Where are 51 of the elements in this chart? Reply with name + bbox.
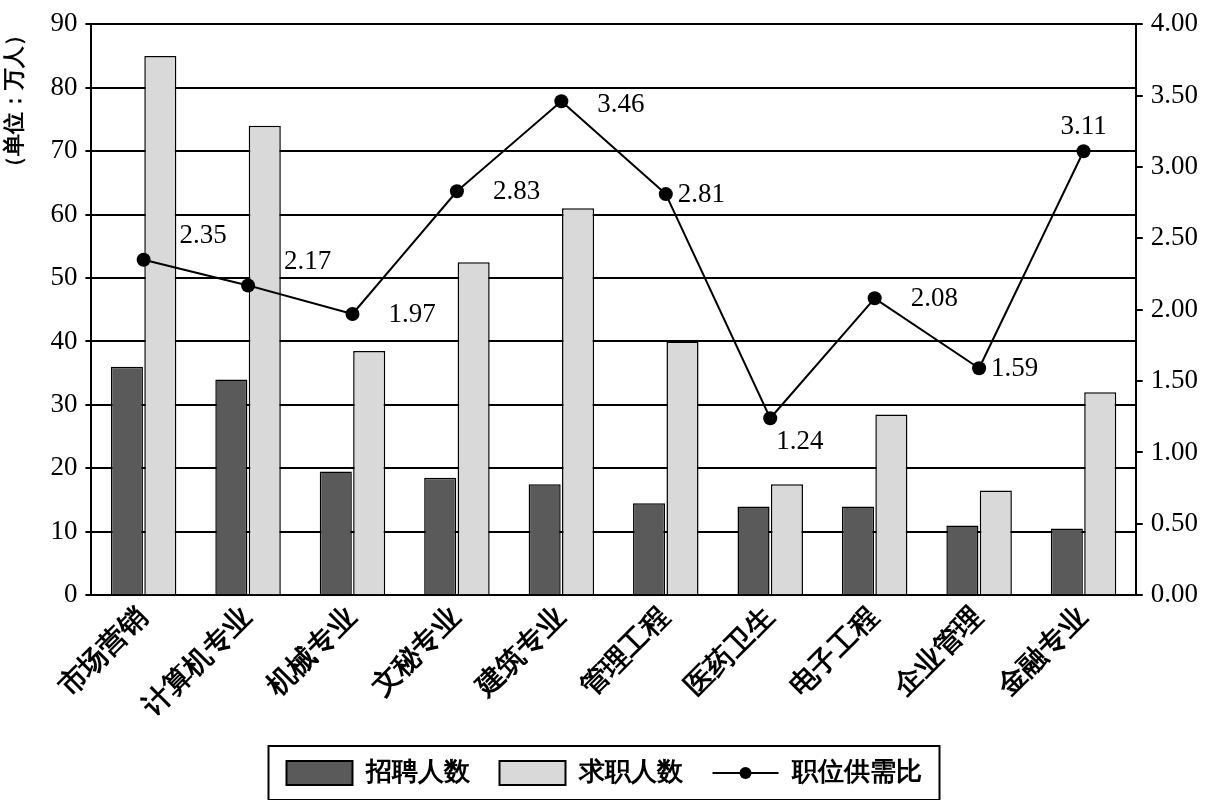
point: [449, 184, 464, 199]
y2-tick-label: 4.00: [1150, 7, 1198, 38]
data-label: 1.59: [991, 352, 1039, 383]
point: [345, 307, 360, 322]
y2-tick-label: 2.00: [1150, 292, 1198, 323]
y2-tick-label: 3.50: [1150, 78, 1198, 109]
legend-label: 招聘人数: [364, 755, 471, 786]
x-tick-label: 金融专业: [990, 599, 1094, 704]
data-label: 2.17: [284, 244, 332, 275]
point: [241, 278, 256, 293]
y2-tick-label: 2.50: [1150, 221, 1198, 252]
y2-tick-label: 0.00: [1150, 578, 1198, 609]
x-tick-label: 文秘专业: [364, 599, 468, 703]
x-tick-label: 电子工程: [782, 599, 885, 703]
y2-tick-label: 1.50: [1150, 364, 1198, 395]
data-label: 1.97: [388, 298, 436, 329]
y-tick-label: 50: [50, 261, 78, 292]
y2-tick-label: 1.00: [1150, 435, 1198, 466]
y2-tick-label: 3.00: [1150, 150, 1198, 181]
y-tick-label: 60: [50, 197, 78, 228]
y-tick-label: 80: [50, 70, 78, 101]
y-axis-title: （单位：万人）: [0, 24, 26, 179]
y-tick-label: 10: [50, 514, 78, 545]
point: [658, 187, 673, 202]
x-tick-label: 机械专业: [259, 599, 363, 704]
point: [867, 291, 882, 306]
data-label: 2.81: [677, 178, 726, 209]
x-tick-label: 医药卫生: [677, 599, 781, 703]
x-tick-label: 建筑专业: [467, 599, 572, 704]
y2-tick-label: 0.50: [1150, 506, 1198, 537]
point: [136, 252, 151, 267]
y-tick-label: 30: [50, 387, 78, 418]
point: [1076, 144, 1091, 159]
y-tick-label: 70: [50, 134, 78, 165]
y-tick-label: 0: [63, 578, 78, 609]
point: [763, 411, 778, 426]
x-tick-label: 管理工程: [572, 599, 676, 704]
data-label: 3.11: [1060, 110, 1107, 141]
y-tick-label: 90: [50, 7, 78, 38]
point: [554, 94, 569, 109]
data-label: 2.08: [910, 282, 958, 313]
x-tick-label: 企业管理: [885, 599, 990, 704]
legend-label: 求职人数: [577, 755, 684, 786]
data-label: 2.83: [492, 175, 541, 206]
point: [972, 361, 987, 376]
legend-label: 职位供需比: [790, 755, 922, 786]
data-label: 3.46: [597, 88, 645, 119]
data-label: 2.35: [179, 218, 227, 249]
y-tick-label: 20: [50, 451, 78, 482]
y-tick-label: 40: [50, 324, 78, 355]
data-label: 1.24: [776, 425, 824, 456]
